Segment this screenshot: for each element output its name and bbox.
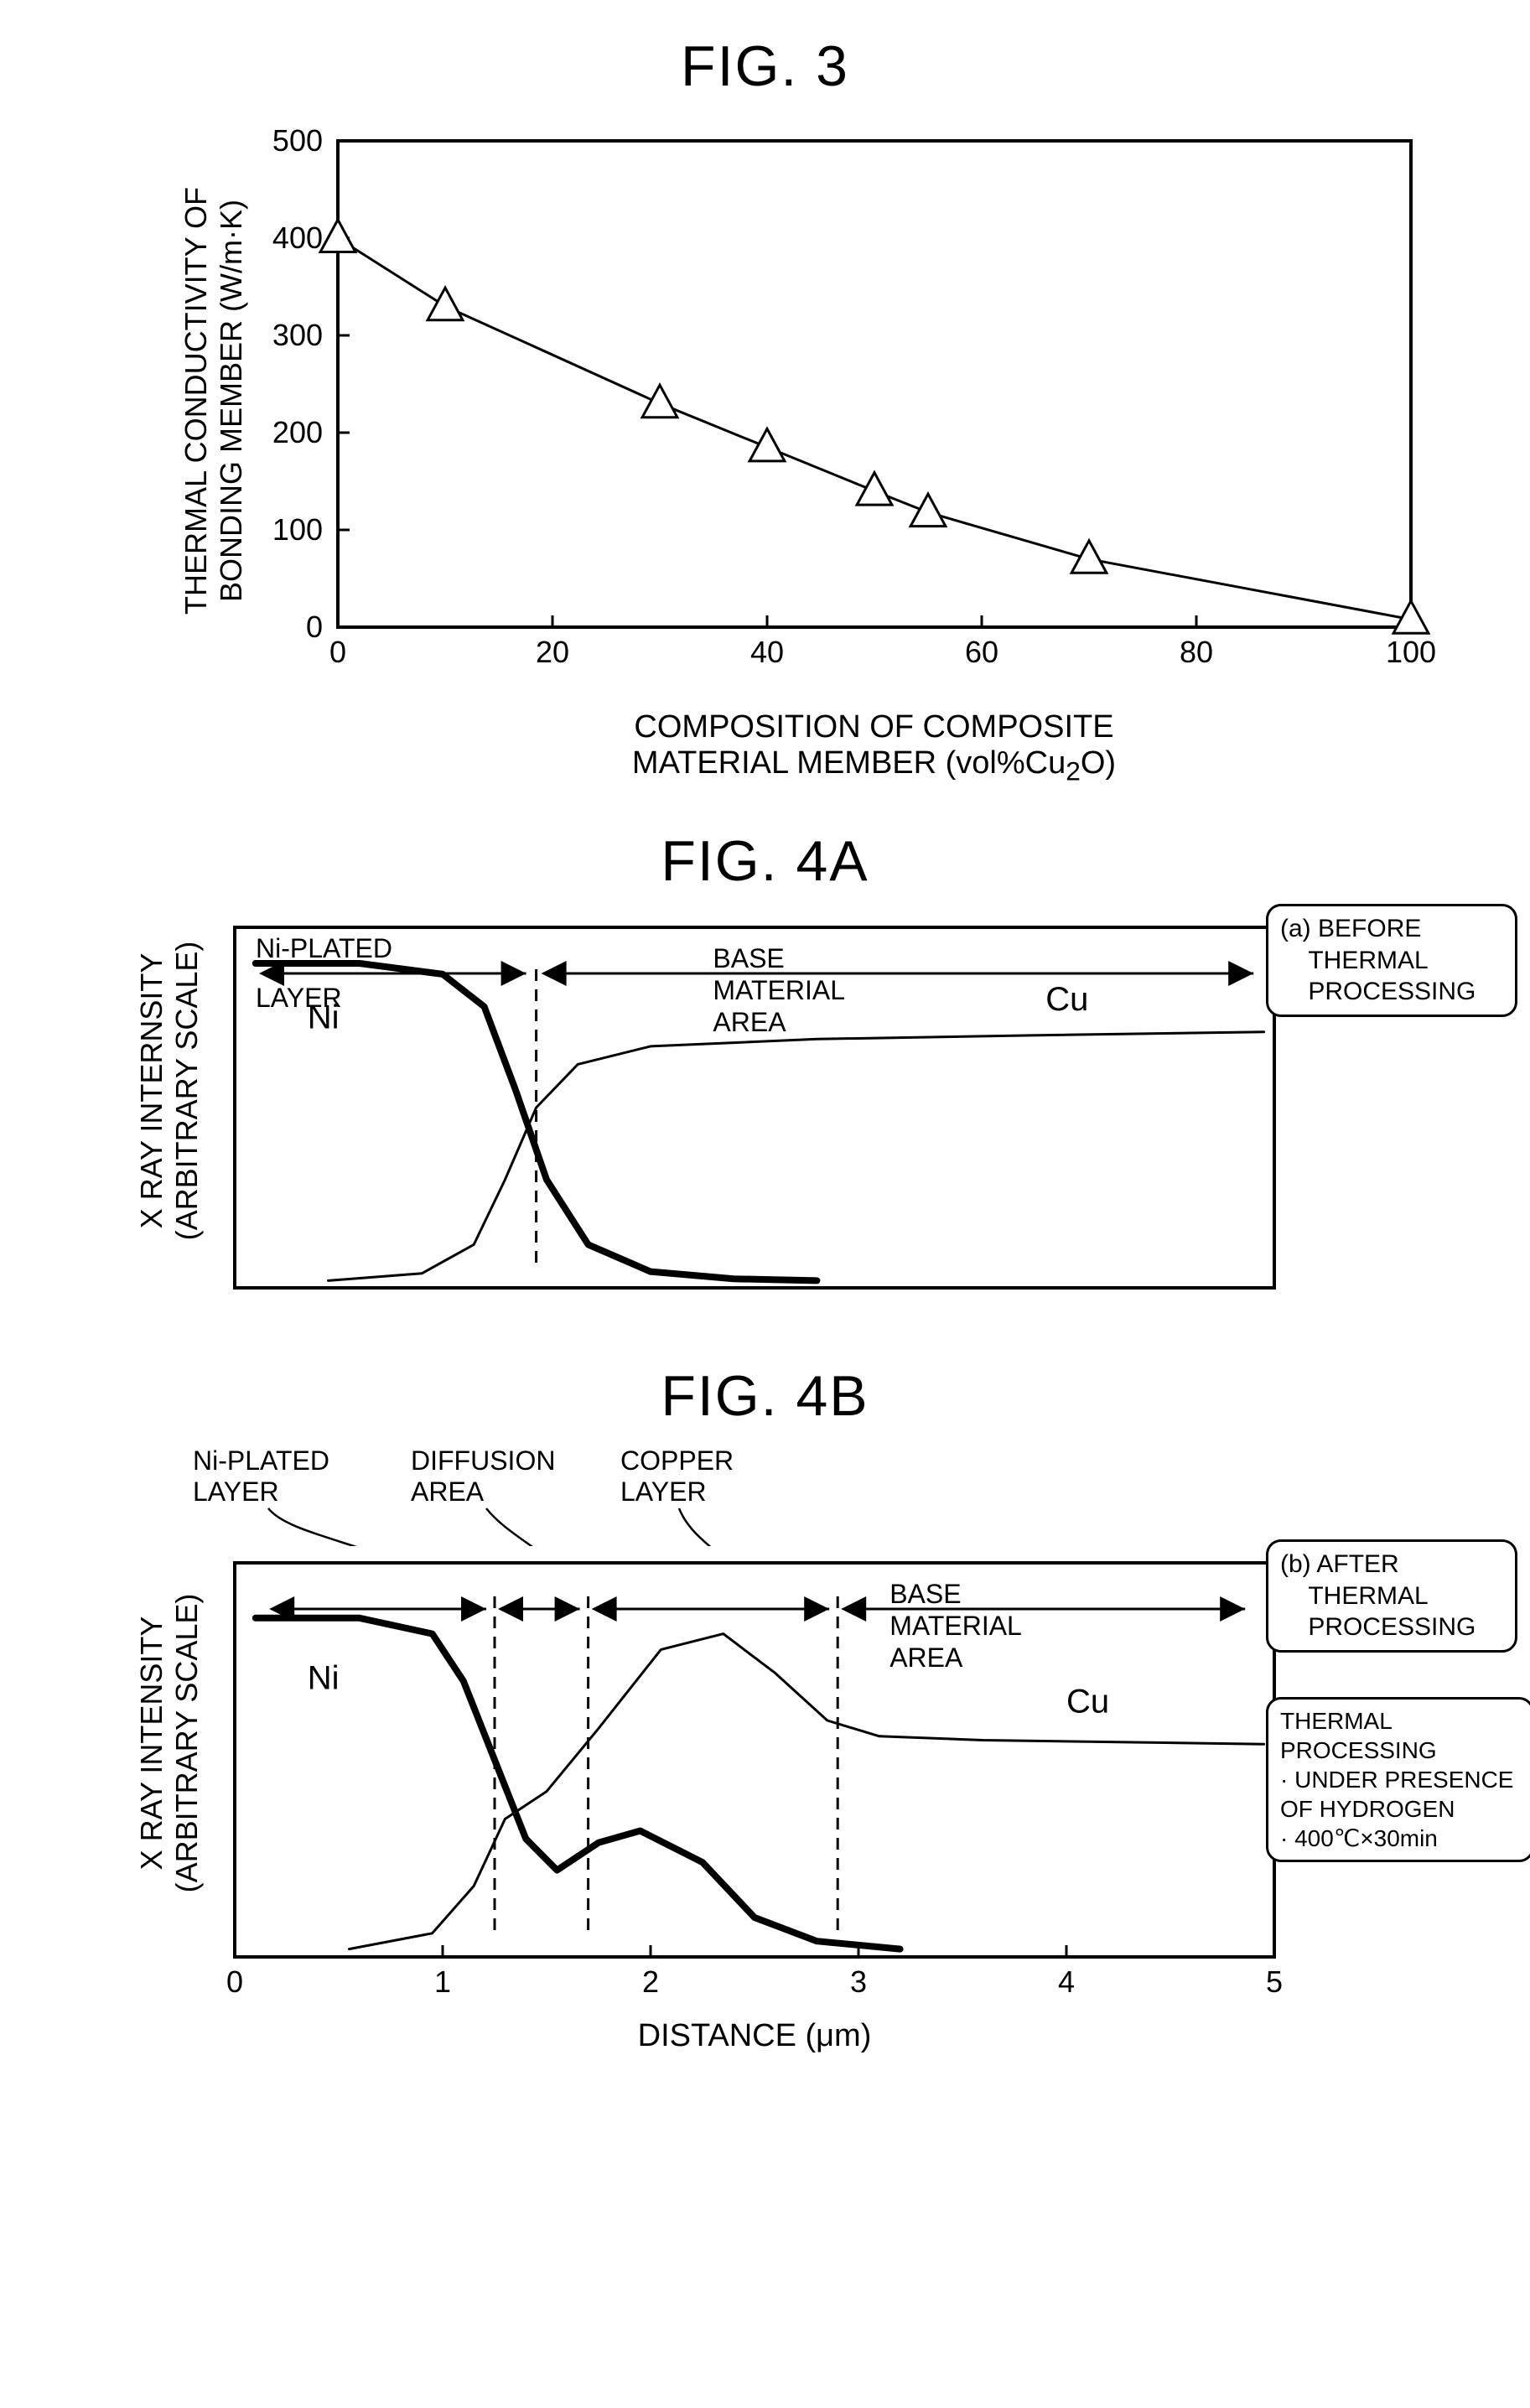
svg-text:BASE: BASE xyxy=(713,943,784,973)
svg-text:100: 100 xyxy=(1385,635,1435,669)
fig4a-plot: Ni-PLATEDLAYERBASEMATERIALAREANiCu xyxy=(34,911,1291,1305)
svg-text:BASE: BASE xyxy=(889,1579,961,1609)
fig4a-callout: (a) BEFORE THERMAL PROCESSING xyxy=(1266,904,1517,1017)
svg-text:5: 5 xyxy=(1266,1964,1283,1999)
figure-4b: FIG. 4B Ni-PLATED LAYER DIFFUSION AREA C… xyxy=(34,1363,1496,2066)
fig3-xlabel: COMPOSITION OF COMPOSITE MATERIAL MEMBER… xyxy=(338,709,1411,787)
svg-text:200: 200 xyxy=(272,415,322,449)
svg-text:2: 2 xyxy=(642,1964,659,1999)
figure-4a: FIG. 4A X RAY INTERNSITY (ARBITRARY SCAL… xyxy=(34,828,1496,1305)
svg-text:AREA: AREA xyxy=(713,1007,786,1037)
svg-text:Ni: Ni xyxy=(308,999,340,1035)
svg-text:3: 3 xyxy=(850,1964,867,1999)
fig4b-callout-a: (b) AFTER THERMAL PROCESSING xyxy=(1266,1539,1517,1653)
svg-text:0: 0 xyxy=(226,1964,243,1999)
fig3-ylabel: THERMAL CONDUCTIVITY OF BONDING MEMBER (… xyxy=(179,149,249,652)
svg-text:Ni-PLATED: Ni-PLATED xyxy=(256,933,392,963)
svg-text:MATERIAL: MATERIAL xyxy=(713,975,845,1005)
figure-4a-chart: X RAY INTERNSITY (ARBITRARY SCALE) Ni-PL… xyxy=(34,911,1526,1305)
svg-text:MATERIAL: MATERIAL xyxy=(889,1611,1022,1641)
svg-text:300: 300 xyxy=(272,318,322,352)
svg-text:100: 100 xyxy=(272,512,322,547)
svg-text:Ni: Ni xyxy=(308,1659,340,1696)
svg-text:40: 40 xyxy=(749,635,783,669)
svg-text:AREA: AREA xyxy=(889,1643,963,1673)
figure-4a-title: FIG. 4A xyxy=(34,828,1496,894)
fig4b-plot: 0 1 2 3 4 5 BASEMATERIALAREA Ni Cu xyxy=(34,1546,1291,2016)
fig4b-leader-svg xyxy=(34,1445,1526,1546)
fig4b-callout-b: THERMAL PROCESSING · UNDER PRESENCE OF H… xyxy=(1266,1697,1530,1862)
svg-text:Cu: Cu xyxy=(1045,981,1088,1018)
svg-text:20: 20 xyxy=(535,635,568,669)
figure-3: FIG. 3 THERMAL CONDUCTIVITY OF BONDING M… xyxy=(34,34,1496,770)
svg-text:0: 0 xyxy=(305,610,322,644)
svg-text:80: 80 xyxy=(1179,635,1212,669)
figure-3-chart: THERMAL CONDUCTIVITY OF BONDING MEMBER (… xyxy=(53,116,1478,770)
svg-text:Cu: Cu xyxy=(1066,1684,1109,1720)
fig4b-xlabel: DISTANCE (μm) xyxy=(235,2018,1274,2054)
svg-text:60: 60 xyxy=(964,635,998,669)
svg-text:4: 4 xyxy=(1058,1964,1075,1999)
svg-text:500: 500 xyxy=(272,123,322,158)
fig3-plot: 0 20 40 60 80 100 0 100 200 300 400 500 xyxy=(53,116,1478,703)
fig4b-top-labels: Ni-PLATED LAYER DIFFUSION AREA COPPER LA… xyxy=(34,1445,1526,1546)
svg-text:0: 0 xyxy=(329,635,345,669)
figure-4b-chart: X RAY INTENSITY (ARBITRARY SCALE) 012345… xyxy=(34,1546,1526,2066)
svg-text:400: 400 xyxy=(272,221,322,255)
figure-3-title: FIG. 3 xyxy=(34,34,1496,99)
figure-4b-title: FIG. 4B xyxy=(34,1363,1496,1429)
svg-text:1: 1 xyxy=(434,1964,451,1999)
